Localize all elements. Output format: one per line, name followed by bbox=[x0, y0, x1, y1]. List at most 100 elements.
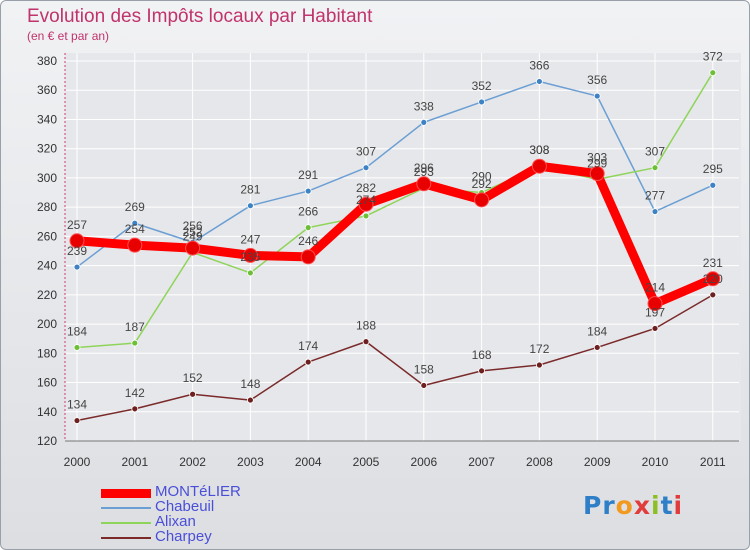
data-point bbox=[651, 325, 659, 332]
data-point bbox=[304, 187, 312, 195]
data-label: 274 bbox=[356, 193, 376, 207]
y-tick-label: 120 bbox=[37, 434, 57, 448]
data-label: 282 bbox=[356, 181, 376, 195]
data-point bbox=[304, 224, 312, 232]
data-point bbox=[246, 396, 254, 404]
data-label: 239 bbox=[67, 244, 87, 258]
data-point bbox=[531, 158, 547, 174]
data-point bbox=[474, 192, 490, 208]
y-tick-label: 260 bbox=[37, 229, 57, 243]
data-label: 290 bbox=[472, 170, 492, 184]
data-point bbox=[709, 181, 717, 189]
data-point bbox=[593, 344, 601, 351]
data-point bbox=[362, 338, 370, 346]
data-point bbox=[73, 344, 81, 351]
x-tick-label: 2009 bbox=[584, 455, 611, 469]
proxiti-logo: Proxiti bbox=[583, 491, 683, 520]
data-label: 152 bbox=[183, 371, 203, 385]
y-tick-label: 380 bbox=[37, 54, 57, 68]
data-label: 308 bbox=[529, 143, 549, 157]
y-tick-label: 340 bbox=[37, 112, 57, 126]
data-label: 366 bbox=[529, 58, 549, 72]
logo-letter: i bbox=[651, 491, 661, 520]
data-point bbox=[647, 296, 663, 312]
y-tick-label: 180 bbox=[37, 346, 57, 360]
data-point bbox=[69, 233, 85, 249]
y-tick-label: 300 bbox=[37, 171, 57, 185]
logo-letter: t bbox=[660, 491, 674, 520]
data-point bbox=[651, 164, 659, 172]
x-tick-label: 2011 bbox=[700, 455, 726, 469]
data-label: 172 bbox=[529, 342, 549, 356]
data-point bbox=[709, 69, 717, 77]
data-point bbox=[242, 247, 258, 263]
x-tick-label: 2008 bbox=[526, 455, 553, 469]
y-tick-label: 240 bbox=[37, 259, 57, 273]
data-point bbox=[362, 212, 370, 220]
x-tick-label: 2000 bbox=[64, 455, 91, 469]
data-label: 277 bbox=[645, 189, 665, 203]
x-tick-label: 2010 bbox=[642, 455, 669, 469]
legend-label: Alixan bbox=[155, 513, 196, 530]
data-point bbox=[420, 382, 428, 389]
data-label: 252 bbox=[183, 225, 203, 239]
data-label: 308 bbox=[529, 143, 549, 157]
data-label: 372 bbox=[703, 50, 723, 64]
data-label: 356 bbox=[587, 73, 607, 87]
data-label: 291 bbox=[298, 168, 318, 182]
data-label: 184 bbox=[587, 324, 607, 338]
data-point bbox=[185, 240, 201, 256]
data-label: 197 bbox=[645, 305, 665, 319]
data-label: 307 bbox=[356, 145, 376, 159]
data-label: 281 bbox=[240, 183, 260, 197]
series-line bbox=[76, 80, 714, 268]
data-point bbox=[131, 405, 139, 413]
data-label: 292 bbox=[472, 177, 492, 191]
data-label: 235 bbox=[240, 250, 260, 264]
logo-letter: P bbox=[583, 491, 603, 520]
data-label: 307 bbox=[645, 145, 665, 159]
data-label: 295 bbox=[703, 162, 723, 176]
data-label: 134 bbox=[67, 398, 87, 412]
y-tick-label: 160 bbox=[37, 376, 57, 390]
x-tick-label: 2003 bbox=[237, 455, 264, 469]
chart-subtitle: (en € et par an) bbox=[27, 29, 110, 43]
data-point bbox=[304, 358, 312, 366]
data-point bbox=[131, 339, 139, 347]
data-label: 148 bbox=[240, 377, 260, 391]
data-point bbox=[73, 417, 81, 424]
data-label: 142 bbox=[125, 386, 145, 400]
data-point bbox=[73, 263, 81, 271]
data-label: 269 bbox=[125, 200, 145, 214]
x-tick-label: 2007 bbox=[468, 455, 495, 469]
x-tick-label: 2005 bbox=[353, 455, 380, 469]
data-label: 257 bbox=[67, 218, 87, 232]
data-label: 220 bbox=[703, 272, 723, 286]
y-tick-label: 220 bbox=[37, 288, 57, 302]
data-point bbox=[358, 196, 374, 212]
data-label: 303 bbox=[587, 151, 607, 165]
data-point bbox=[651, 208, 659, 215]
data-label: 187 bbox=[125, 320, 145, 334]
series-line bbox=[72, 161, 718, 309]
series-line bbox=[76, 71, 714, 349]
data-point bbox=[131, 219, 139, 227]
x-tick-label: 2004 bbox=[295, 455, 322, 469]
data-label: 246 bbox=[298, 234, 318, 248]
x-tick-label: 2002 bbox=[179, 455, 206, 469]
data-point bbox=[536, 361, 543, 369]
data-point bbox=[478, 98, 486, 106]
legend-swatch bbox=[101, 537, 151, 539]
data-label: 256 bbox=[183, 219, 203, 233]
chart-title: Evolution des Impôts locaux par Habitant bbox=[27, 6, 373, 27]
logo-letter: i bbox=[673, 491, 684, 520]
legend-label: MONTéLIER bbox=[155, 483, 241, 500]
logo-letter: x bbox=[633, 491, 651, 520]
data-label: 296 bbox=[414, 161, 434, 175]
data-point bbox=[416, 176, 432, 192]
series-line bbox=[76, 294, 714, 422]
data-point bbox=[362, 164, 370, 172]
y-tick-label: 140 bbox=[37, 405, 57, 419]
